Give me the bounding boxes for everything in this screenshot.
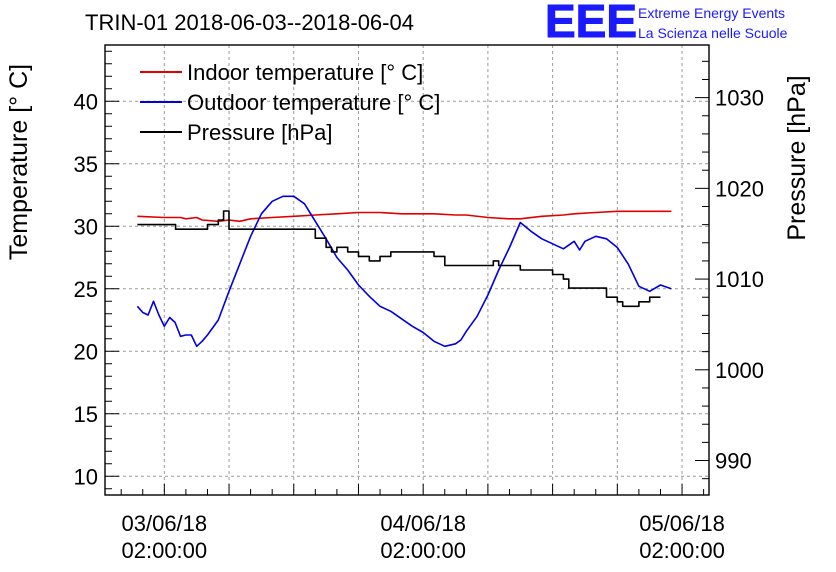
y2-tick-label: 1010: [715, 267, 764, 292]
chart-title: TRIN-01 2018-06-03--2018-06-04: [85, 10, 414, 35]
x-tick-label-time: 02:00:00: [639, 538, 725, 563]
logo-line-1: Extreme Energy Events: [638, 5, 785, 21]
y2-tick-label: 1000: [715, 358, 764, 383]
y-tick-label: 40: [74, 89, 98, 114]
y-tick-label: 25: [74, 277, 98, 302]
legend-label-indoor: Indoor temperature [° C]: [187, 60, 423, 85]
plot-frame: [104, 44, 710, 496]
logo-line-2: La Scienza nelle Scuole: [638, 25, 788, 41]
x-tick-label-time: 02:00:00: [122, 538, 208, 563]
y2-tick-label: 1020: [715, 176, 764, 201]
legend: Indoor temperature [° C] Outdoor tempera…: [140, 60, 440, 145]
legend-label-outdoor: Outdoor temperature [° C]: [187, 90, 440, 115]
chart-ticks: [105, 50, 709, 495]
chart-series: [136, 195, 672, 348]
y-tick-label: 30: [74, 214, 98, 239]
y2-tick-label: 990: [715, 449, 752, 474]
y-tick-label: 20: [74, 339, 98, 364]
x-tick-label-date: 04/06/18: [380, 511, 466, 536]
x-tick-label-time: 02:00:00: [380, 538, 466, 563]
x-tick-label-date: 05/06/18: [639, 511, 725, 536]
x-tick-label-date: 03/06/18: [122, 511, 208, 536]
y-tick-label: 35: [74, 152, 98, 177]
y-axis-label: Temperature [° C]: [5, 64, 33, 260]
indoor-temperature-line: [137, 210, 672, 223]
chart-grid: [105, 45, 709, 495]
y-tick-label: 15: [74, 402, 98, 427]
y-tick-label: 10: [74, 464, 98, 489]
legend-label-pressure: Pressure [hPa]: [187, 120, 333, 145]
pressure-line: [137, 210, 661, 308]
y2-axis-label: Pressure [hPa]: [783, 75, 811, 240]
eee-logo: EEE: [545, 0, 637, 47]
outdoor-temperature-line: [136, 195, 672, 348]
y2-tick-label: 1030: [715, 86, 764, 111]
chart-labels: 03/06/1802:00:0004/06/1802:00:0005/06/18…: [74, 86, 764, 563]
